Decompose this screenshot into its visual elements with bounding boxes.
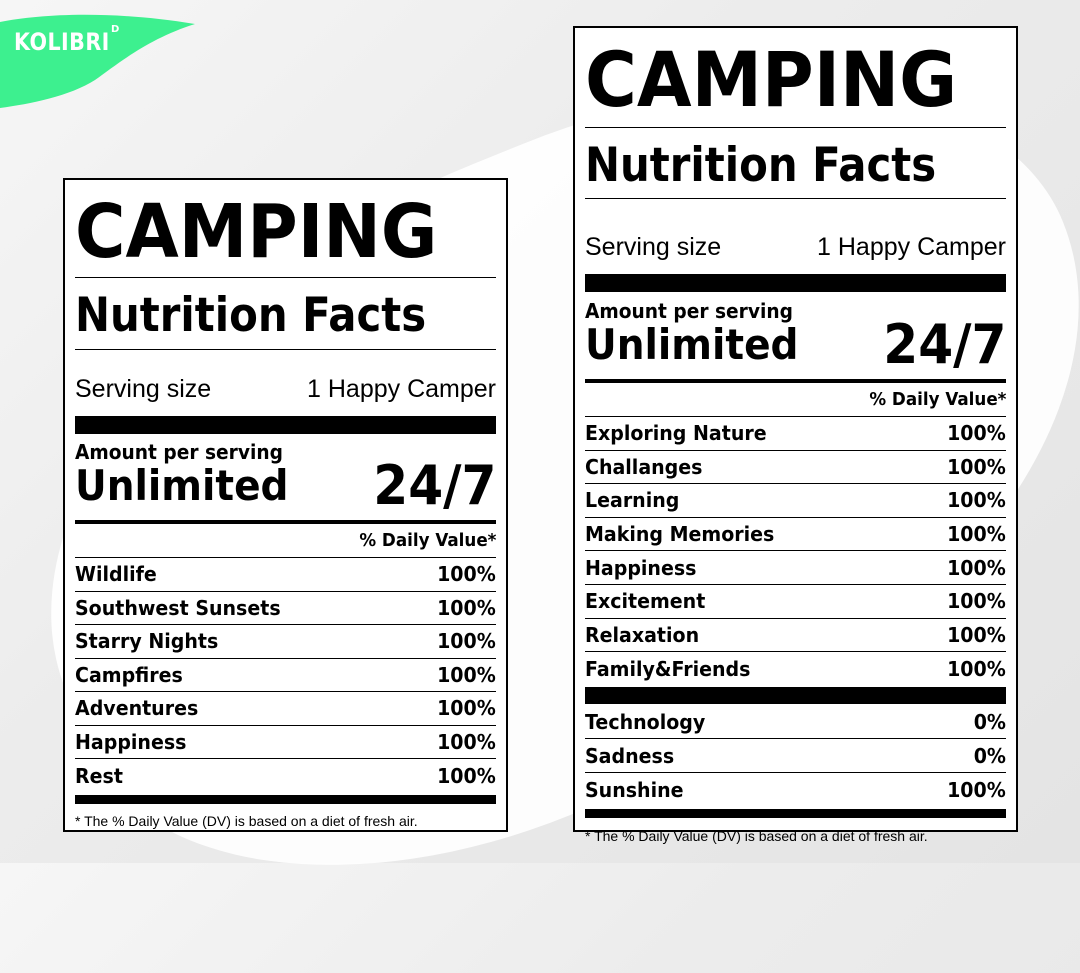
amount-big-value: 24/7	[882, 313, 1006, 376]
nutrient-label: Rest	[75, 763, 123, 788]
nutrient-value: 100%	[947, 777, 1006, 802]
logo-brushstroke-icon	[0, 14, 195, 108]
divider	[75, 349, 496, 350]
nutrient-row: Making Memories 100%	[585, 518, 1006, 552]
daily-value-header-row: % Daily Value*	[75, 524, 496, 558]
nutrient-value: 100%	[947, 656, 1006, 681]
divider	[585, 127, 1006, 128]
nutrient-value: 100%	[437, 729, 496, 754]
thick-divider	[75, 416, 496, 434]
kolibri-logo: KOLIBRI D	[0, 0, 200, 115]
nutrient-label: Technology	[585, 710, 706, 735]
nutrient-value: 0%	[973, 743, 1006, 768]
nutrient-row: Starry Nights 100%	[75, 625, 496, 659]
amount-per-serving-label: Amount per serving	[585, 299, 793, 323]
nutrient-row: Adventures 100%	[75, 692, 496, 726]
footnote: * The % Daily Value (DV) is based on a d…	[75, 812, 418, 829]
nutrient-row: Excitement 100%	[585, 585, 1006, 619]
nutrient-row: Rest 100%	[75, 759, 496, 793]
nutrient-label: Adventures	[75, 696, 199, 721]
nutrient-label: Learning	[585, 488, 680, 513]
nutrient-row: Sadness 0%	[585, 739, 1006, 773]
nutrient-value: 100%	[947, 454, 1006, 479]
serving-size-row: Serving size 1 Happy Camper	[75, 374, 496, 404]
nutrient-label: Wildlife	[75, 562, 157, 587]
serving-size-value: 1 Happy Camper	[817, 232, 1006, 261]
divider	[75, 277, 496, 278]
nutrient-list: Wildlife 100% Southwest Sunsets 100% Starry …	[75, 558, 496, 793]
nutrient-value: 100%	[947, 589, 1006, 614]
daily-value-header: % Daily Value*	[868, 388, 1006, 410]
serving-size-label: Serving size	[75, 374, 212, 403]
amount-row: Unlimited 24/7	[585, 313, 1006, 376]
thick-divider	[585, 686, 1006, 704]
nutrient-value: 100%	[437, 763, 496, 788]
thick-divider	[585, 274, 1006, 292]
daily-value-header: % Daily Value*	[358, 529, 496, 551]
label-title: CAMPING	[585, 35, 958, 124]
nutrient-row: Sunshine 100%	[585, 773, 1006, 807]
nutrient-list-extra: Technology 0% Sadness 0% Sunshine 100%	[585, 706, 1006, 807]
nutrient-label: Southwest Sunsets	[75, 595, 281, 620]
nutrient-value: 100%	[437, 595, 496, 620]
nutrient-label: Sunshine	[585, 777, 684, 802]
serving-size-value: 1 Happy Camper	[307, 374, 496, 403]
amount-row: Unlimited 24/7	[75, 454, 496, 517]
medium-divider	[585, 379, 1006, 383]
nutrient-row: Learning 100%	[585, 484, 1006, 518]
nutrient-value: 100%	[947, 522, 1006, 547]
nutrient-row: Southwest Sunsets 100%	[75, 592, 496, 625]
amount-per-serving-label: Amount per serving	[75, 440, 283, 464]
nutrient-value: 100%	[437, 696, 496, 721]
medium-divider	[75, 520, 496, 524]
nutrient-row: Wildlife 100%	[75, 558, 496, 592]
nutrient-value: 100%	[947, 488, 1006, 513]
label-subtitle: Nutrition Facts	[75, 288, 427, 343]
daily-value-header-row: % Daily Value*	[585, 383, 1006, 417]
nutrient-row: Family&Friends 100%	[585, 652, 1006, 686]
thick-divider	[585, 808, 1006, 818]
nutrient-label: Campfires	[75, 662, 183, 687]
nutrient-row: Relaxation 100%	[585, 619, 1006, 653]
nutrient-value: 100%	[947, 555, 1006, 580]
footnote: * The % Daily Value (DV) is based on a d…	[585, 827, 928, 844]
nutrient-value: 100%	[947, 421, 1006, 446]
nutrient-value: 100%	[437, 662, 496, 687]
nutrient-row: Technology 0%	[585, 706, 1006, 740]
nutrient-label: Excitement	[585, 589, 706, 614]
nutrient-label: Making Memories	[585, 522, 775, 547]
nutrient-value: 0%	[973, 710, 1006, 735]
nutrient-list: Exploring Nature 100% Challanges 100% Learni…	[585, 417, 1006, 686]
nutrient-row: Exploring Nature 100%	[585, 417, 1006, 451]
label-title: CAMPING	[75, 189, 438, 275]
nutrient-row: Happiness 100%	[75, 726, 496, 759]
logo-superscript: D	[111, 24, 120, 35]
nutrient-value: 100%	[437, 562, 496, 587]
nutrient-label: Exploring Nature	[585, 421, 767, 446]
nutrient-label: Happiness	[75, 729, 187, 754]
nutrition-label-left: CAMPING Nutrition Facts Serving size 1 H…	[63, 178, 508, 832]
nutrient-row: Campfires 100%	[75, 659, 496, 692]
serving-size-row: Serving size 1 Happy Camper	[585, 232, 1006, 262]
nutrition-label-right: CAMPING Nutrition Facts Serving size 1 H…	[573, 26, 1018, 844]
nutrient-label: Challanges	[585, 454, 703, 479]
nutrient-row: Challanges 100%	[585, 451, 1006, 485]
label-subtitle: Nutrition Facts	[585, 138, 937, 193]
nutrient-label: Relaxation	[585, 622, 700, 647]
thick-divider	[75, 794, 496, 804]
logo-text: KOLIBRI	[14, 28, 110, 56]
nutrient-value: 100%	[437, 629, 496, 654]
amount-value: Unlimited	[75, 461, 289, 510]
amount-big-value: 24/7	[372, 454, 496, 517]
serving-size-label: Serving size	[585, 232, 722, 261]
nutrient-label: Happiness	[585, 555, 697, 580]
nutrient-row: Happiness 100%	[585, 551, 1006, 585]
amount-value: Unlimited	[585, 320, 799, 369]
nutrient-label: Sadness	[585, 743, 675, 768]
nutrient-label: Starry Nights	[75, 629, 219, 654]
nutrient-label: Family&Friends	[585, 656, 751, 681]
nutrient-value: 100%	[947, 622, 1006, 647]
divider	[585, 198, 1006, 199]
